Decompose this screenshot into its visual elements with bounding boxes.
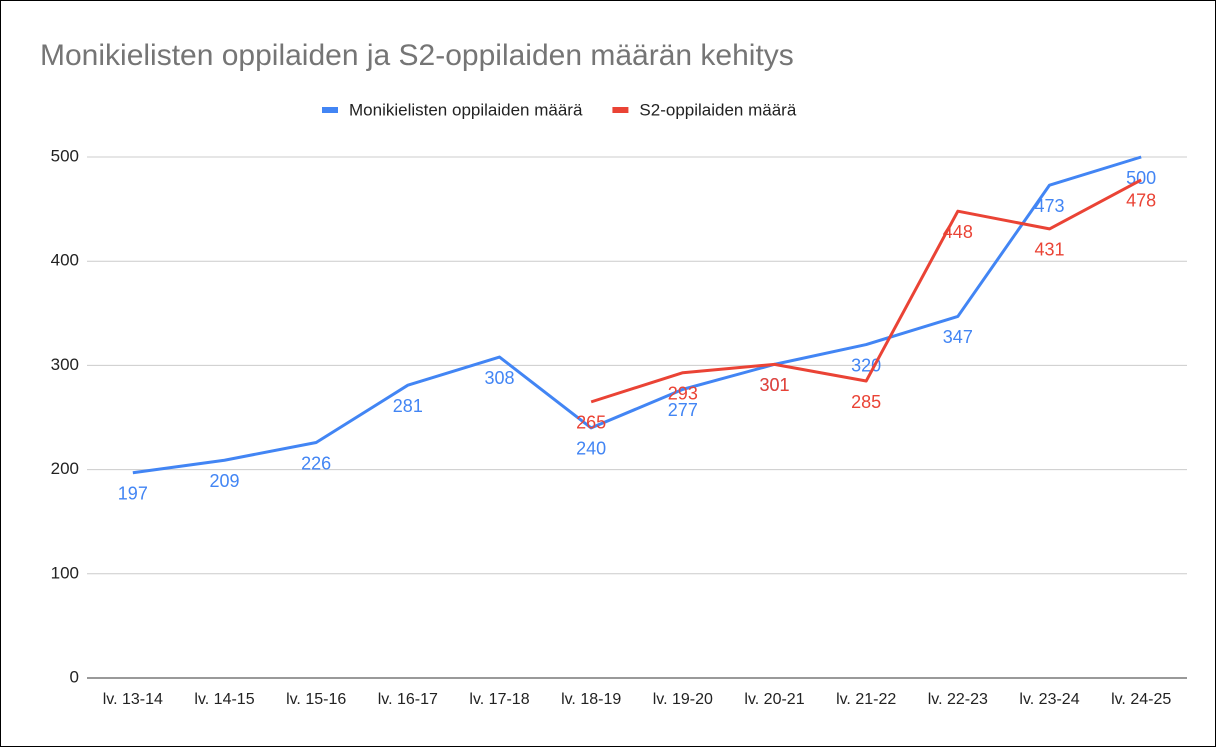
x-tick-label: lv. 19-20 bbox=[653, 691, 713, 708]
data-label: 308 bbox=[484, 368, 514, 388]
x-tick-label: lv. 22-23 bbox=[928, 691, 988, 708]
x-tick-label: lv. 15-16 bbox=[286, 691, 346, 708]
y-tick-label: 500 bbox=[51, 146, 79, 165]
data-label: 285 bbox=[851, 392, 881, 412]
data-label: 347 bbox=[943, 327, 973, 347]
data-label: 293 bbox=[668, 383, 698, 403]
y-tick-label: 0 bbox=[70, 667, 79, 686]
x-tick-label: lv. 21-22 bbox=[836, 691, 896, 708]
y-tick-label: 200 bbox=[51, 459, 79, 478]
x-tick-label: lv. 16-17 bbox=[378, 691, 438, 708]
series-line bbox=[132, 155, 1142, 475]
y-tick-label: 100 bbox=[51, 563, 79, 582]
data-label: 473 bbox=[1034, 196, 1064, 216]
data-label: 240 bbox=[576, 439, 606, 459]
data-label: 209 bbox=[209, 471, 239, 491]
data-label: 265 bbox=[576, 413, 606, 433]
data-label: 478 bbox=[1126, 191, 1156, 211]
data-label: 431 bbox=[1034, 240, 1064, 260]
legend-label: S2-oppilaiden määrä bbox=[639, 100, 796, 119]
y-tick-label: 300 bbox=[51, 355, 79, 374]
x-tick-label: lv. 17-18 bbox=[469, 691, 529, 708]
data-label: 301 bbox=[759, 375, 789, 395]
y-tick-label: 400 bbox=[51, 251, 79, 270]
x-tick-label: lv. 20-21 bbox=[744, 691, 804, 708]
x-tick-label: lv. 18-19 bbox=[561, 691, 621, 708]
data-label: 301 bbox=[759, 375, 789, 395]
data-label: 197 bbox=[118, 483, 148, 503]
legend-swatch bbox=[322, 107, 338, 113]
x-tick-label: lv. 24-25 bbox=[1111, 691, 1171, 708]
data-label: 320 bbox=[851, 355, 881, 375]
legend-label: Monikielisten oppilaiden määrä bbox=[349, 100, 583, 119]
x-tick-label: lv. 14-15 bbox=[194, 691, 254, 708]
chart-title: Monikielisten oppilaiden ja S2-oppilaide… bbox=[40, 39, 794, 72]
series-line bbox=[590, 178, 1142, 404]
x-tick-label: lv. 23-24 bbox=[1019, 691, 1079, 708]
data-label: 277 bbox=[668, 400, 698, 420]
data-label: 281 bbox=[393, 396, 423, 416]
x-tick-label: lv. 13-14 bbox=[103, 691, 163, 708]
data-label: 226 bbox=[301, 453, 331, 473]
data-label: 448 bbox=[943, 222, 973, 242]
legend-swatch bbox=[612, 107, 629, 113]
